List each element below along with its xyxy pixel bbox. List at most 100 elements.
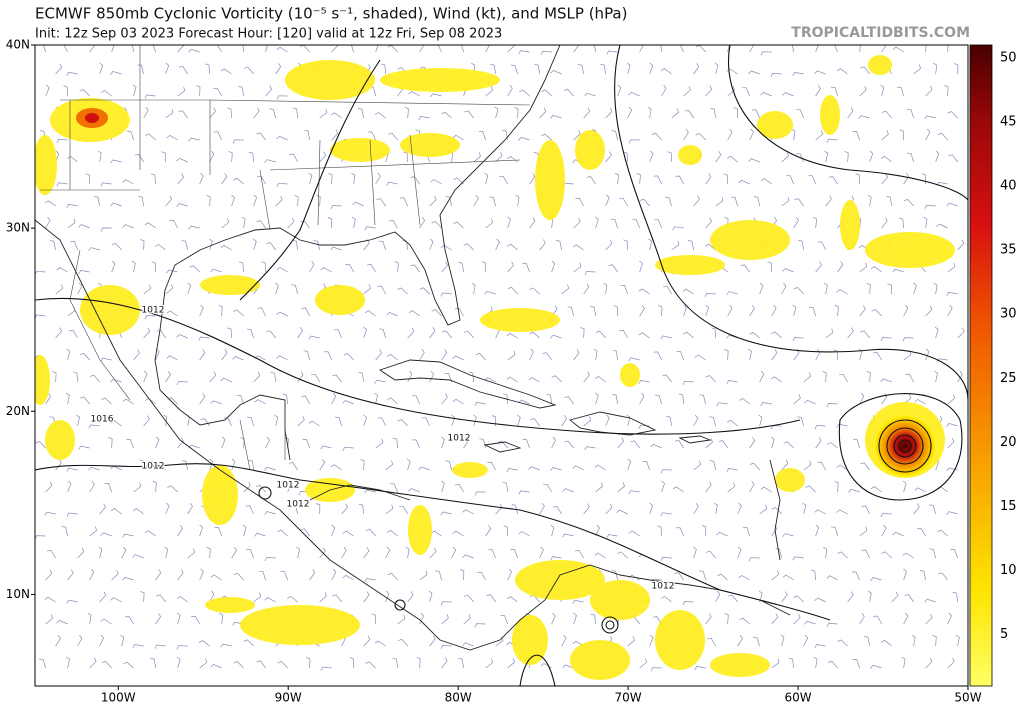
wind-barb (855, 173, 860, 185)
wind-barb (77, 282, 83, 295)
wind-barb (221, 349, 228, 361)
wind-barb (228, 150, 233, 163)
wind-barb (705, 613, 712, 625)
wind-barb (377, 285, 386, 295)
wind-barb (605, 414, 610, 427)
wind-barb (407, 327, 415, 339)
wind-barb (499, 175, 508, 185)
wind-barb (474, 491, 486, 496)
wind-barb (572, 244, 584, 251)
wind-barb (584, 446, 596, 451)
wind-barb (110, 159, 122, 164)
wind-barb (881, 45, 887, 53)
title: ECMWF 850mb Cyclonic Vorticity (10⁻⁵ s⁻¹… (35, 5, 627, 23)
wind-barb (152, 45, 156, 53)
wind-barb (319, 151, 327, 163)
wind-barb (749, 437, 756, 449)
wind-barb (176, 381, 188, 386)
wind-barb (187, 548, 196, 559)
wind-barb (503, 393, 508, 405)
wind-barb (163, 414, 168, 427)
wind-barb (923, 216, 928, 229)
wind-barb (605, 151, 612, 163)
wind-barb (280, 571, 288, 581)
wind-barb (860, 66, 870, 75)
wind-barb (458, 261, 464, 273)
wind-barb (429, 195, 437, 207)
wind-barb (122, 576, 134, 581)
wind-barb (705, 173, 712, 185)
wind-barb (957, 370, 963, 383)
wind-barb (628, 530, 640, 537)
wind-barb (881, 393, 888, 405)
wind-barb (833, 349, 838, 361)
wind-barb (55, 634, 61, 647)
wind-barb (852, 131, 860, 141)
wind-barb (528, 466, 540, 471)
wind-barb (664, 196, 672, 207)
wind-barb (88, 424, 100, 429)
wind-barb (277, 529, 288, 537)
wind-barb (561, 414, 568, 427)
wind-barb (919, 570, 926, 581)
wind-barb (955, 634, 960, 647)
wind-barb (452, 355, 464, 361)
wind-barb (892, 46, 904, 53)
wind-barb (507, 45, 515, 53)
wind-barb (880, 378, 892, 383)
wind-barb (682, 601, 694, 606)
wind-barb (529, 217, 536, 229)
wind-barb (682, 380, 694, 386)
wind-barb (522, 439, 530, 449)
wind-barb (308, 420, 320, 427)
wind-barb (140, 239, 145, 251)
wind-barb (662, 374, 672, 383)
wind-barb (859, 392, 865, 405)
coastlines (35, 45, 791, 651)
wind-barb (507, 243, 518, 251)
wind-barb (561, 284, 570, 295)
wind-barb (550, 69, 562, 75)
wind-barb (330, 464, 342, 471)
wind-barb (781, 152, 789, 163)
wind-barb (198, 640, 210, 647)
wind-barb (639, 45, 644, 53)
wind-barb (594, 552, 606, 559)
wind-barb (715, 196, 724, 207)
wind-barb (351, 216, 356, 229)
wind-barb (567, 306, 574, 317)
wind-barb (726, 380, 738, 384)
wind-barb (932, 634, 937, 647)
wind-barb (638, 288, 650, 295)
wind-barb (100, 532, 112, 537)
wind-barb (518, 399, 530, 405)
wind-barb (441, 111, 452, 119)
wind-barb (660, 469, 672, 474)
wind-barb (693, 195, 700, 207)
wind-barb (274, 282, 279, 295)
wind-barb (834, 304, 839, 317)
wind-barb (594, 392, 599, 405)
isobar-label: 1016 (91, 415, 114, 425)
wind-barb (925, 85, 933, 97)
wind-barb (767, 261, 772, 273)
wind-barb (407, 591, 414, 603)
wind-barb (781, 459, 789, 471)
wind-barb (231, 458, 236, 471)
wind-barb (528, 377, 540, 383)
wind-barb (793, 216, 799, 229)
wind-barb (363, 635, 371, 647)
wind-barb (124, 615, 134, 625)
wind-barb (253, 107, 260, 119)
wind-barb (562, 488, 574, 493)
wind-barb (828, 176, 838, 185)
wind-barb (275, 63, 282, 75)
wind-barb (902, 480, 907, 493)
wind-barb (431, 309, 442, 317)
wind-barb (650, 578, 662, 584)
wind-barb (232, 139, 244, 144)
wind-barb (594, 375, 606, 383)
wind-barb (705, 438, 713, 449)
wind-barb (459, 569, 465, 581)
